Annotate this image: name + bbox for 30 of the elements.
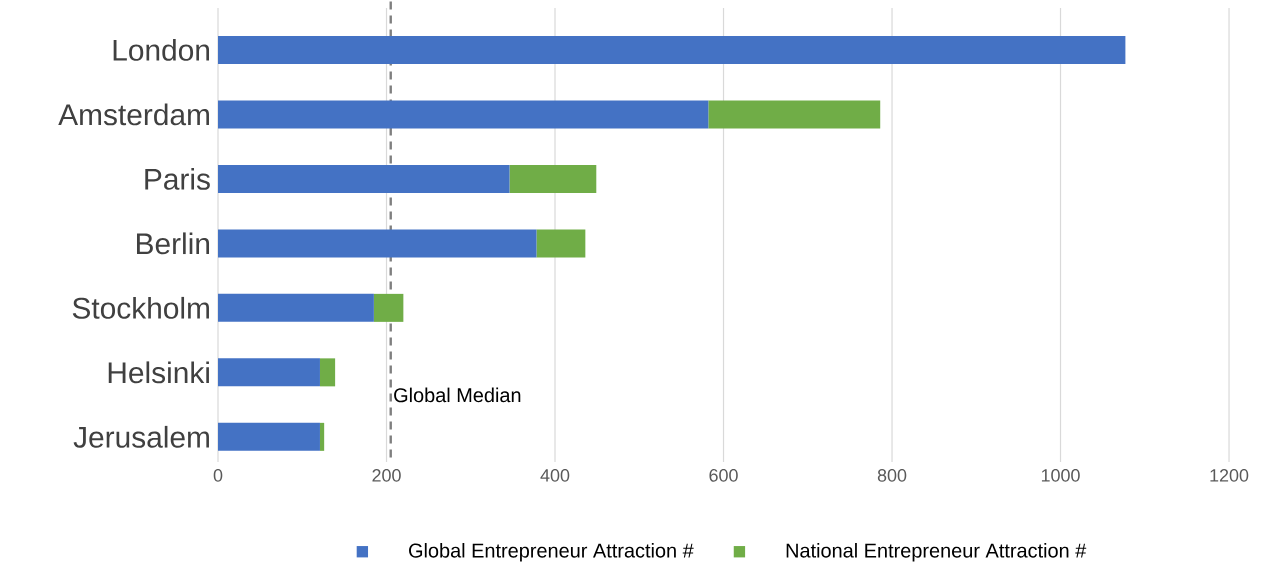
x-tick-label: 400 [540,469,570,482]
bar [218,293,374,322]
x-tick-label: 0 [213,469,223,482]
bar [218,100,709,129]
y-tick-label: Jerusalem [73,425,209,448]
bar [373,293,404,322]
y-tick-label: London [113,38,210,61]
x-tick-label: 1200 [1210,469,1249,482]
x-tick-label: 200 [372,469,401,482]
y-tick-label: Helsinki [108,361,209,384]
y-tick-label: Paris [145,167,210,190]
bar [319,358,336,387]
bar [509,164,597,193]
y-tick-label: Stockholm [72,296,209,319]
bar [708,100,881,129]
bar [536,229,586,258]
bar [218,358,320,387]
x-tick-label: 800 [877,469,907,482]
bar [319,422,325,451]
y-tick-label: Berlin [136,232,210,255]
ref-line-label: Global Median [394,387,521,403]
bar [218,422,320,451]
x-tick-label: 600 [709,469,738,482]
y-tick-label: Amsterdam [58,103,209,126]
bar [218,164,510,193]
legend-label: Global Entrepreneur Attraction # [409,543,694,562]
legend-label: National Entrepreneur Attraction # [786,543,1087,562]
x-tick-label: 1000 [1041,469,1080,482]
bar [218,229,537,258]
bar [218,35,1126,64]
